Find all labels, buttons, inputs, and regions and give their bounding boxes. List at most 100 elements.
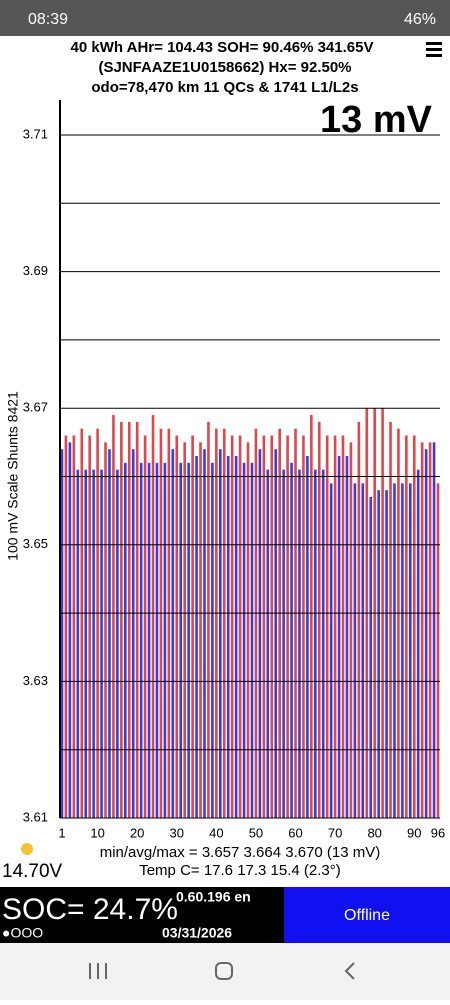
bar [84, 469, 88, 818]
bar [314, 469, 317, 818]
bar [92, 469, 95, 818]
bar [246, 442, 250, 818]
bar [420, 442, 424, 818]
x-tick-label: 60 [288, 825, 302, 840]
bar [139, 462, 143, 818]
bar [131, 449, 135, 818]
bar [179, 462, 183, 818]
bar [436, 483, 440, 818]
bar [155, 462, 159, 818]
bar [274, 449, 278, 818]
bulb-icon [21, 843, 33, 855]
x-tick-label: 90 [407, 825, 421, 840]
x-tick-label: 70 [328, 825, 342, 840]
range-annotation: 13 mV [320, 99, 433, 141]
x-tick-label: 96 [431, 825, 445, 840]
bar [72, 435, 76, 818]
soc: SOC= 24.7% [2, 893, 178, 926]
bar [393, 483, 396, 818]
bar [230, 435, 234, 818]
bar [211, 462, 214, 818]
bar [424, 449, 428, 818]
bar [222, 428, 226, 818]
date: 03/31/2026 [162, 925, 232, 941]
header-line: (SJNFAAZE1U0158662) Hx= 92.50% [98, 59, 351, 76]
bar [104, 442, 107, 818]
stats: min/avg/max = 3.657 3.664 3.670 (13 mV) [100, 844, 381, 861]
bar [219, 449, 222, 818]
bar [108, 449, 111, 818]
bar [412, 435, 416, 818]
header-line: 40 kWh AHr= 104.43 SOH= 90.46% 341.65V [71, 39, 374, 56]
bar [120, 421, 123, 818]
bar [357, 421, 361, 818]
y-tick-label: 3.67 [23, 400, 48, 415]
bar [199, 442, 202, 818]
bar [401, 483, 404, 818]
bar [187, 462, 190, 818]
bar [183, 442, 186, 818]
bar [203, 449, 206, 818]
voltage: 14.70V [2, 861, 63, 882]
menu-icon[interactable] [426, 42, 442, 57]
y-tick-label: 3.71 [23, 126, 48, 141]
bar [317, 421, 321, 818]
bar [143, 435, 147, 818]
x-tick-label: 10 [90, 825, 104, 840]
bar [112, 415, 115, 818]
bar [337, 456, 341, 818]
bar [266, 469, 270, 818]
bar [167, 428, 171, 818]
bar [80, 428, 84, 818]
nav-bar [0, 943, 450, 1000]
bar [432, 442, 436, 818]
x-tick-label: 30 [170, 825, 184, 840]
bar [341, 435, 345, 818]
bar [405, 435, 408, 818]
bar [262, 435, 266, 818]
bar [349, 442, 353, 818]
bar [290, 462, 293, 818]
bar [96, 428, 99, 818]
bar [428, 442, 432, 818]
y-tick-label: 3.69 [23, 263, 48, 278]
bar [226, 456, 230, 818]
dots: ●OOO [2, 925, 43, 941]
bar [409, 483, 412, 818]
soc-panel [0, 887, 284, 943]
bar [294, 428, 297, 818]
bar [345, 456, 349, 818]
bar [321, 469, 325, 818]
bar [369, 496, 373, 818]
bar [76, 469, 80, 818]
y-tick-label: 3.61 [23, 809, 48, 824]
bar [127, 421, 131, 818]
bar [385, 490, 388, 818]
bar [215, 428, 218, 818]
y-tick-label: 3.63 [23, 673, 48, 688]
offline-label: Offline [344, 907, 390, 924]
x-tick-label: 1 [58, 825, 65, 840]
bar [329, 483, 333, 818]
clock: 08:39 [28, 11, 68, 28]
x-tick-label: 20 [130, 825, 144, 840]
bar [353, 483, 357, 818]
x-tick-label: 40 [209, 825, 223, 840]
bar [397, 428, 400, 818]
y-tick-label: 3.65 [23, 536, 48, 551]
nav-buttons[interactable] [89, 962, 355, 980]
bar [306, 456, 309, 818]
offline-button[interactable] [284, 887, 450, 943]
y-axis-label: 100 mV Scale Shunts 8421 [5, 391, 21, 561]
header-line: odo=78,470 km 11 QCs & 1741 L1/L2s [91, 79, 358, 96]
bar [325, 435, 329, 818]
bar [270, 435, 274, 818]
bar [333, 435, 337, 818]
bar [278, 428, 281, 818]
bar [282, 469, 285, 818]
bar [250, 462, 254, 818]
bar [302, 435, 305, 818]
temps: Temp C= 17.6 17.3 15.4 (2.3°) [139, 862, 341, 879]
bar [242, 462, 246, 818]
